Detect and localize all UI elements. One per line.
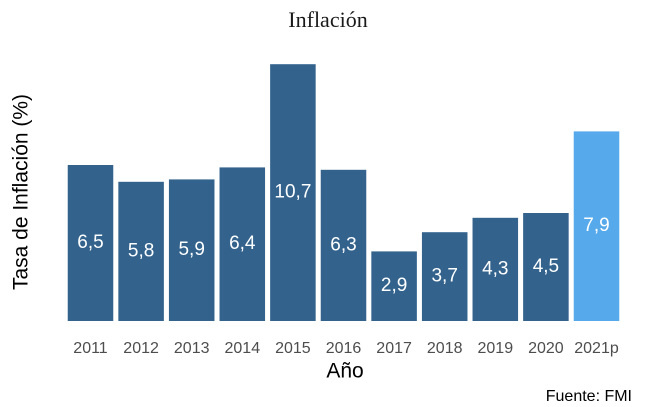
bar bbox=[168, 179, 215, 321]
x-tick-label: 2011 bbox=[73, 340, 108, 357]
bar bbox=[320, 169, 367, 321]
bar bbox=[523, 213, 569, 321]
x-tick-label: 2014 bbox=[225, 340, 261, 357]
value-label: 5,8 bbox=[128, 240, 154, 261]
value-label: 3,7 bbox=[431, 266, 457, 287]
x-tick-label: 2019 bbox=[478, 340, 514, 357]
value-label: 6,4 bbox=[229, 233, 256, 254]
bar bbox=[421, 232, 468, 321]
y-axis-label: Tasa de Inflación (%) bbox=[10, 94, 33, 290]
caption: Fuente: FMI bbox=[546, 388, 632, 405]
value-label: 2,9 bbox=[381, 275, 407, 296]
value-label: 10,7 bbox=[274, 182, 311, 203]
x-axis-label: Año bbox=[326, 360, 363, 383]
value-label: 4,5 bbox=[533, 256, 559, 277]
value-label: 7,9 bbox=[583, 215, 609, 236]
x-tick-label: 2013 bbox=[174, 340, 210, 357]
x-tick-label: 2020 bbox=[528, 340, 564, 357]
value-label: 4,3 bbox=[482, 258, 508, 279]
bar bbox=[219, 167, 266, 321]
value-label: 6,3 bbox=[330, 234, 356, 255]
x-tick-label: 2021p bbox=[574, 340, 619, 357]
bar bbox=[67, 165, 114, 321]
x-tick-label: 2018 bbox=[427, 340, 463, 357]
chart-title: Inflación bbox=[288, 7, 367, 32]
value-label: 5,9 bbox=[178, 239, 204, 260]
x-tick-label: 2016 bbox=[326, 340, 362, 357]
bar bbox=[573, 131, 620, 321]
x-tick-label: 2017 bbox=[376, 340, 412, 357]
value-label: 6,5 bbox=[77, 232, 103, 253]
bar bbox=[472, 217, 519, 321]
bar bbox=[118, 181, 164, 321]
bar bbox=[371, 251, 417, 321]
bar bbox=[270, 64, 316, 321]
x-tick-label: 2012 bbox=[123, 340, 159, 357]
x-tick-label: 2015 bbox=[275, 340, 311, 357]
